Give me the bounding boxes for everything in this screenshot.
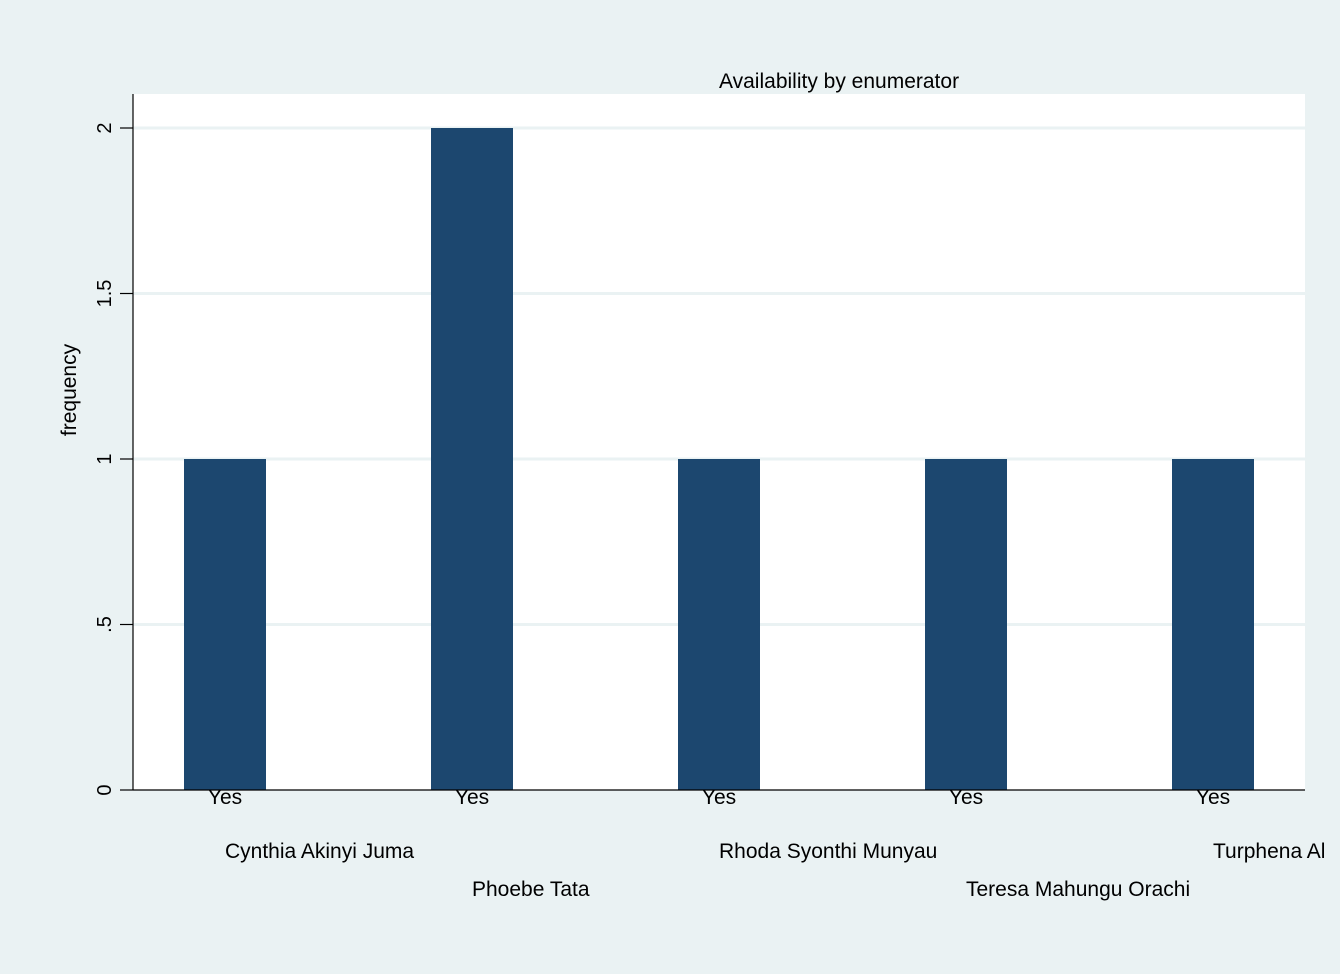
x-labels: Yes Cynthia Akinyi Juma Yes Phoebe Tata Yes R…	[208, 786, 1326, 901]
category-label: Rhoda Syonthi Munyau	[719, 840, 937, 863]
axes	[132, 94, 1305, 791]
y-axis-label: frequency	[58, 343, 81, 436]
bar-label: Yes	[455, 786, 489, 809]
category-label: Turphena Al	[1213, 840, 1325, 863]
category-label: Phoebe Tata	[472, 878, 590, 901]
chart-title: Availability by enumerator	[719, 70, 959, 93]
bar-label: Yes	[949, 786, 983, 809]
y-tick-label: 1.5	[94, 280, 116, 308]
y-tick-label: 1	[94, 453, 116, 464]
category-label: Teresa Mahungu Orachi	[966, 878, 1190, 901]
category-label: Cynthia Akinyi Juma	[225, 840, 414, 863]
bar	[431, 128, 513, 790]
bar-label: Yes	[1196, 786, 1230, 809]
y-ticks: 0 .5 1 1.5 2	[94, 122, 133, 796]
bar	[678, 459, 760, 790]
bar	[1172, 459, 1254, 790]
bar	[184, 459, 266, 790]
bar	[925, 459, 1007, 790]
bar-label: Yes	[702, 786, 736, 809]
y-tick-label: 2	[94, 122, 116, 133]
y-tick-label: 0	[94, 784, 116, 795]
bar-label: Yes	[208, 786, 242, 809]
y-tick-label: .5	[94, 616, 116, 633]
bars	[184, 128, 1254, 790]
